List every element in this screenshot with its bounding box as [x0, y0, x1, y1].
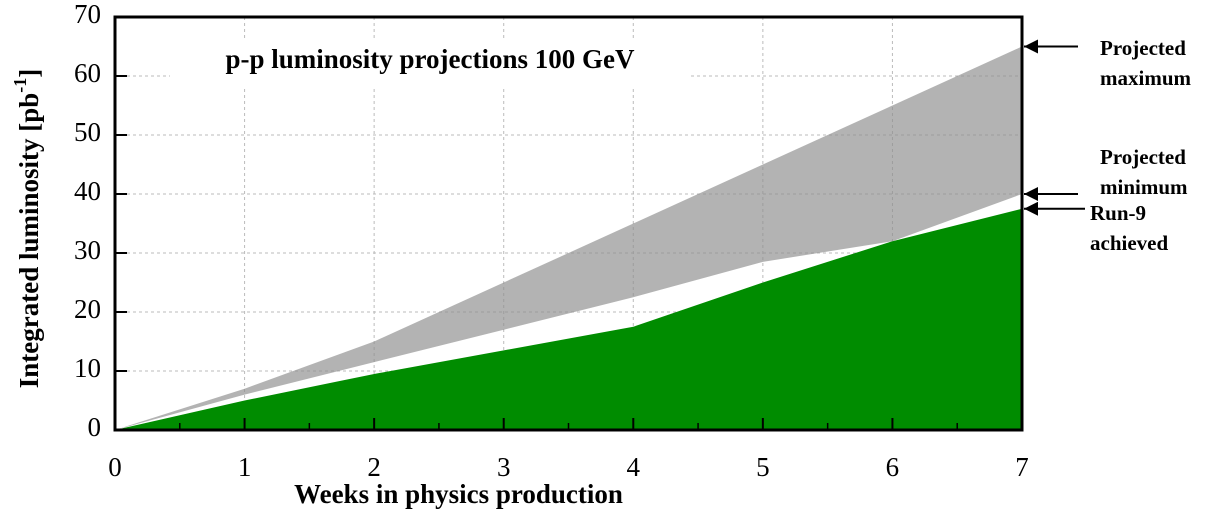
y-tick-label: 30 — [74, 235, 101, 265]
y-axis-title-text: Integrated luminosity [pb — [14, 93, 44, 389]
y-tick-label: 50 — [74, 117, 101, 147]
x-tick-label: 7 — [1015, 452, 1029, 482]
x-tick-label: 4 — [627, 452, 641, 482]
y-axis-title-sup: -1 — [10, 78, 30, 93]
y-tick-label: 10 — [74, 353, 101, 383]
x-tick-label: 3 — [497, 452, 511, 482]
legend-label: Projected minimum — [1100, 145, 1188, 199]
legend-label: Run-9 achieved — [1090, 200, 1169, 255]
x-tick-label: 0 — [108, 452, 122, 482]
y-tick-label: 60 — [74, 58, 101, 88]
legend-label: Projected maximum — [1100, 35, 1191, 90]
y-tick-label: 70 — [74, 0, 101, 29]
projection-band — [115, 46, 1022, 430]
y-tick-label: 0 — [88, 412, 102, 442]
x-axis-title: Weeks in physics production — [294, 479, 623, 509]
y-tick-label: 40 — [74, 176, 101, 206]
x-tick-label: 2 — [367, 452, 381, 482]
x-tick-label: 1 — [238, 452, 252, 482]
x-tick-label: 5 — [756, 452, 770, 482]
y-axis-title: Integrated luminosity [pb-1] — [10, 69, 44, 389]
chart-title: p-p luminosity projections 100 GeV — [225, 44, 635, 74]
y-tick-label: 20 — [74, 294, 101, 324]
y-axis-title-suffix: ] — [14, 69, 44, 78]
x-tick-label: 6 — [886, 452, 900, 482]
achieved-area — [115, 208, 1022, 430]
title-box — [170, 38, 690, 86]
